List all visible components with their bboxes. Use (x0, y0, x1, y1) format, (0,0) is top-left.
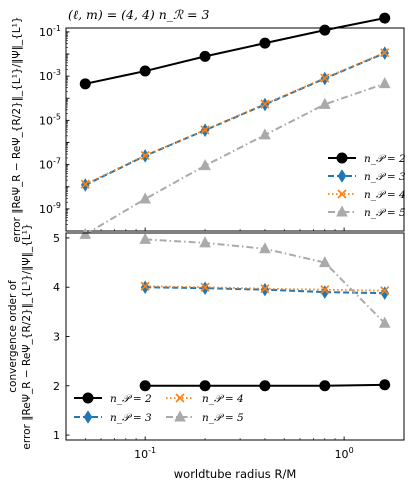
data-point (199, 236, 211, 248)
legend-entry: n_𝒫 = 3 (74, 410, 152, 424)
series-5 (139, 232, 391, 328)
legend-label: n_𝒫 = 5 (364, 207, 406, 219)
x-ticks (65, 436, 405, 440)
y-axis-label-line2: error ‖ReΨ_R − ReΨ_{R/2}‖_{L¹}/‖Ψ‖_{L¹} (21, 223, 33, 449)
x-axis-label: worldtube radius R/M (174, 467, 297, 481)
data-point (379, 379, 391, 391)
legend-marker (175, 393, 185, 403)
y-tick-label: 2 (53, 380, 60, 393)
data-point (380, 48, 390, 58)
data-point (79, 227, 92, 239)
series-2 (139, 379, 391, 392)
data-point (319, 24, 331, 36)
legend-label: n_𝒫 = 2 (110, 393, 152, 405)
x-axis: 10-1 100 worldtube radius R/M (134, 446, 353, 481)
legend-entry: n_𝒫 = 5 (166, 410, 244, 424)
series-line (84, 52, 386, 186)
legend-marker (83, 410, 93, 424)
data-point (379, 12, 391, 24)
data-point (380, 286, 390, 296)
y-tick-label: 5 (53, 232, 60, 245)
error-panel: 10-910-710-510-310-1n_𝒫 = 2n_𝒫 = 3n_𝒫 = … (39, 12, 406, 239)
y-tick-label: 10-7 (39, 157, 61, 172)
plot-frame (65, 27, 405, 232)
legend-label: n_𝒫 = 3 (110, 412, 152, 424)
data-point (378, 77, 391, 89)
y-tick-label: 1 (53, 429, 60, 442)
legend-label: n_𝒫 = 4 (364, 189, 406, 201)
data-point (320, 73, 330, 83)
data-point (140, 150, 150, 161)
legend-marker (336, 152, 348, 164)
y-tick-label: 10-9 (39, 201, 61, 216)
legend-marker (337, 189, 347, 199)
data-point (139, 232, 151, 244)
data-point (259, 380, 271, 392)
series-5 (79, 77, 391, 239)
legend-entry: n_𝒫 = 2 (74, 392, 152, 405)
convergence-panel: 1 2 3 4 5 n_𝒫 = 2 n_𝒫 = 3 n_𝒫 = 4 n_𝒫 = 5 (53, 232, 405, 442)
data-point (259, 242, 271, 254)
series-3 (81, 46, 389, 192)
plot-frame (65, 232, 405, 441)
legend-entry: n_𝒫 = 5 (328, 205, 406, 219)
legend-entry: n_𝒫 = 4 (166, 393, 244, 405)
legend-entry: n_𝒫 = 4 (328, 189, 406, 201)
data-point (319, 380, 331, 392)
legend-marker (336, 205, 348, 217)
data-point (139, 65, 151, 77)
legend-label: n_𝒫 = 5 (202, 412, 244, 424)
y-tick-label: 10-3 (39, 68, 61, 83)
y-axis-label-convergence: convergence order of error ‖ReΨ_R − ReΨ_{… (7, 223, 33, 449)
y-axis-label: error ‖ReΨ_R − ReΨ_{R/2}‖_{L¹}/‖Ψ‖_{L¹} (11, 16, 23, 242)
data-point (140, 281, 150, 291)
data-point (259, 37, 271, 49)
y-tick-label: 4 (53, 281, 60, 294)
legend-marker (337, 169, 347, 183)
data-point (79, 78, 91, 90)
chart-title-text: (ℓ, m) = (4, 4) n_ℛ = 3 (68, 7, 209, 22)
x-tick-label: 100 (335, 446, 354, 461)
data-point (260, 99, 270, 109)
y-axis-labels: error ‖ReΨ_R − ReΨ_{R/2}‖_{L¹}/‖Ψ‖_{L¹}c… (7, 16, 33, 449)
series-2 (79, 12, 391, 90)
data-point (80, 179, 90, 189)
y-axis: 10-9 10-7 10-5 10-3 10-1 (39, 24, 70, 232)
y-tick-label: 3 (53, 331, 60, 344)
data-point (199, 159, 211, 171)
legend-label: n_𝒫 = 4 (202, 393, 244, 405)
data-point (319, 255, 331, 268)
y-axis-label-line1: convergence order of (7, 280, 19, 393)
data-point (199, 50, 211, 62)
x-ticks (65, 227, 405, 231)
data-point (260, 284, 270, 294)
legend: n_𝒫 = 2 n_𝒫 = 3 n_𝒫 = 4 n_𝒫 = 5 (74, 392, 244, 424)
data-point (259, 128, 271, 140)
data-point (378, 316, 391, 328)
legend-marker (174, 410, 186, 422)
legend-label: n_𝒫 = 3 (364, 171, 406, 183)
y-tick-label: 10-1 (39, 24, 61, 39)
data-point (319, 97, 331, 109)
legend-entry: n_𝒫 = 3 (328, 169, 406, 183)
data-point (199, 380, 211, 392)
legend: n_𝒫 = 2 n_𝒫 = 3 n_𝒫 = 4 n_𝒫 = 5 (328, 152, 406, 219)
chart-title: (ℓ, m) = (4, 4) n_ℛ = 3 (68, 7, 209, 22)
legend-label: n_𝒫 = 2 (364, 153, 406, 165)
series-line (85, 17, 385, 85)
data-point (139, 192, 151, 204)
x-tick-label: 10-1 (134, 446, 156, 461)
data-point (200, 125, 210, 135)
legend-entry: n_𝒫 = 2 (328, 152, 406, 165)
data-point (320, 285, 330, 295)
series-4 (140, 281, 390, 296)
legend-marker (82, 392, 94, 404)
series-4 (80, 48, 390, 189)
y-axis: 1 2 3 4 5 (53, 232, 70, 442)
series-line (84, 51, 386, 186)
data-point (139, 380, 151, 392)
data-point (200, 282, 210, 292)
y-tick-label: 10-5 (39, 112, 61, 127)
